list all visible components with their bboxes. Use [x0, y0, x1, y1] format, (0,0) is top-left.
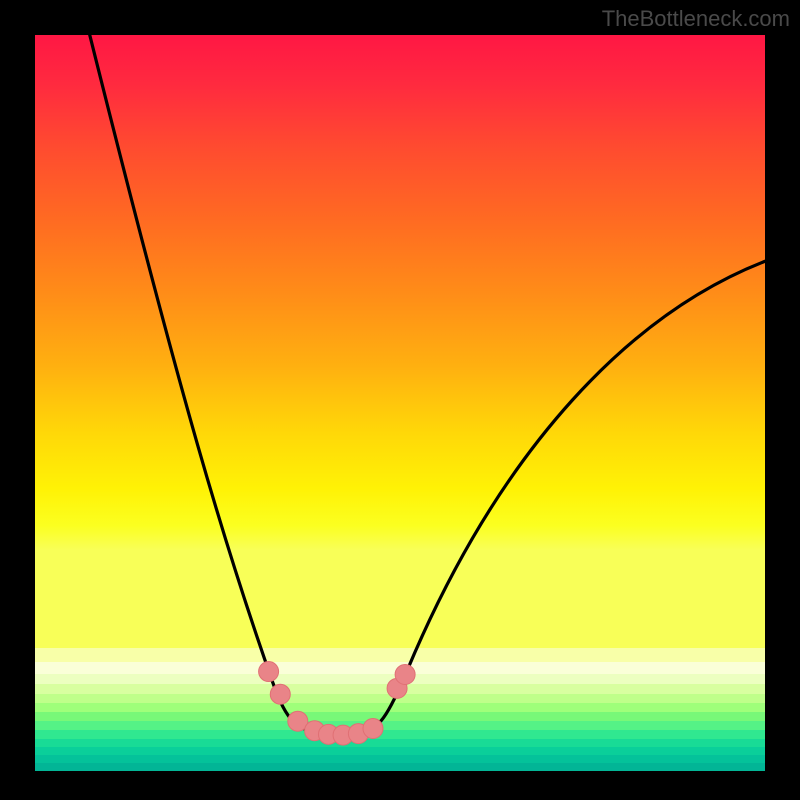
data-marker: [259, 662, 279, 682]
plot-area: [35, 35, 765, 765]
bottleneck-curve: [35, 35, 765, 765]
data-marker: [363, 719, 383, 739]
data-marker: [270, 684, 290, 704]
data-marker: [395, 664, 415, 684]
watermark-text: TheBottleneck.com: [602, 6, 790, 32]
curve-path: [90, 35, 765, 732]
